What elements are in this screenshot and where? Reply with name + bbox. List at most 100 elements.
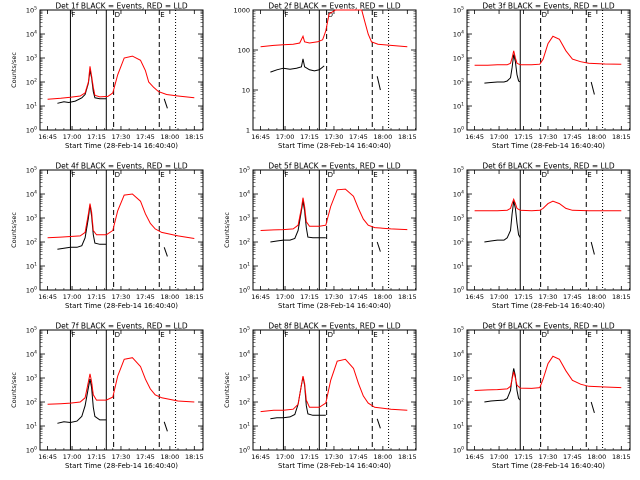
y-axis-label: Counts/sec [10, 52, 18, 88]
event-marker-letter: E [587, 171, 591, 179]
plot-frame [252, 9, 417, 131]
x-tick-label: 17:30 [539, 133, 558, 141]
plot-frame [39, 9, 204, 131]
y-tick-label: 102 [453, 78, 464, 87]
events-rate-line [484, 201, 521, 243]
chart-panel-6: Det 6f BLACK = Events, RED = LLD 16:45 17:… [453, 162, 631, 311]
x-tick-label: 17:00 [490, 293, 509, 301]
x-axis-label: Start Time (28-Feb-14 16:40:40) [65, 302, 178, 310]
y-tick-label: 105 [26, 6, 37, 15]
x-tick-label: 18:00 [587, 133, 606, 141]
y-tick-label: 102 [26, 78, 37, 87]
y-tick-label: 100 [26, 446, 37, 455]
lld-rate-line [474, 197, 622, 212]
events-rate-line [270, 376, 326, 420]
x-tick-label: 17:45 [136, 133, 155, 141]
event-marker-letter: F [71, 331, 75, 339]
y-tick-label: 10 [242, 87, 250, 95]
chart-panel-5: Det 5f BLACK = Events, RED = LLD 16:45 17:… [223, 162, 417, 311]
x-tick-label: 16:45 [38, 293, 57, 301]
y-tick-label: 104 [26, 190, 37, 199]
x-tick-label: 17:30 [112, 453, 131, 461]
y-tick-label: 100 [239, 286, 250, 295]
plot-frame [39, 329, 204, 451]
x-tick-label: 17:00 [276, 293, 295, 301]
x-tick-label: 17:45 [563, 453, 582, 461]
y-tick-label: 105 [453, 326, 464, 335]
y-tick-label: 100 [453, 126, 464, 135]
events-rate-line [484, 368, 521, 403]
chart-title: Det 8f BLACK = Events, RED = LLD [268, 322, 401, 331]
event-marker-letter: F [71, 11, 75, 19]
x-tick-label: 17:15 [87, 453, 106, 461]
y-tick-label: 102 [453, 238, 464, 247]
events-rate-line-tail [376, 418, 381, 429]
x-tick-label: 18:00 [373, 293, 392, 301]
events-rate-line-tail [590, 241, 595, 255]
y-axis-label: Counts/sec [10, 212, 18, 248]
y-tick-label: 101 [26, 422, 37, 431]
y-tick-label: 104 [453, 350, 464, 359]
y-tick-label: 101 [453, 102, 464, 111]
x-tick-label: 18:00 [373, 453, 392, 461]
x-tick-label: 17:45 [563, 293, 582, 301]
chart-panel-2: Det 2f BLACK = Events, RED = LLD 16:45 17:… [233, 2, 416, 151]
lld-rate-line [260, 358, 408, 413]
x-tick-label: 16:45 [38, 453, 57, 461]
x-tick-label: 18:00 [160, 453, 179, 461]
event-marker-letter: E [373, 171, 377, 179]
plot-frame [252, 329, 417, 451]
y-tick-label: 100 [239, 446, 250, 455]
y-tick-label: 103 [453, 214, 464, 223]
lld-rate-line [47, 193, 195, 239]
y-tick-label: 1000 [233, 7, 250, 15]
x-tick-label: 17:45 [136, 293, 155, 301]
x-tick-label: 18:00 [373, 133, 392, 141]
y-tick-label: 104 [453, 190, 464, 199]
x-tick-label: 18:15 [612, 293, 631, 301]
y-tick-label: 101 [239, 262, 250, 271]
x-axis-label: Start Time (28-Feb-14 16:40:40) [278, 142, 391, 150]
y-tick-label: 100 [26, 126, 37, 135]
y-tick-label: 105 [26, 166, 37, 175]
x-tick-label: 17:15 [514, 133, 533, 141]
event-marker-letter: E [160, 331, 164, 339]
plot-frame [466, 169, 631, 291]
x-tick-label: 18:15 [612, 453, 631, 461]
x-tick-label: 17:00 [63, 133, 82, 141]
event-marker-letter: D [115, 331, 120, 339]
y-tick-label: 102 [26, 238, 37, 247]
x-tick-label: 18:00 [587, 453, 606, 461]
x-tick-label: 16:45 [465, 453, 484, 461]
y-tick-label: 102 [453, 398, 464, 407]
events-rate-line [270, 201, 326, 243]
x-tick-label: 17:15 [514, 293, 533, 301]
plot-frame [252, 169, 417, 291]
x-tick-label: 18:15 [398, 133, 417, 141]
plot-frame [466, 329, 631, 451]
x-axis-label: Start Time (28-Feb-14 16:40:40) [278, 462, 391, 470]
y-tick-label: 105 [239, 326, 250, 335]
y-tick-label: 103 [239, 214, 250, 223]
event-marker-letter: E [587, 11, 591, 19]
event-marker-letter: D [542, 11, 547, 19]
chart-panel-4: Det 4f BLACK = Events, RED = LLD 16:45 17:… [10, 162, 204, 311]
x-axis-label: Start Time (28-Feb-14 16:40:40) [492, 142, 605, 150]
chart-title: Det 5f BLACK = Events, RED = LLD [268, 162, 401, 171]
x-tick-label: 18:00 [587, 293, 606, 301]
y-tick-label: 104 [239, 190, 250, 199]
y-tick-label: 101 [239, 422, 250, 431]
y-tick-label: 100 [238, 47, 250, 55]
y-tick-label: 101 [26, 102, 37, 111]
event-marker-letter: D [115, 171, 120, 179]
y-tick-label: 100 [453, 286, 464, 295]
x-tick-label: 17:45 [349, 293, 368, 301]
x-tick-label: 17:30 [325, 293, 344, 301]
y-tick-label: 102 [26, 398, 37, 407]
y-tick-label: 103 [239, 374, 250, 383]
x-tick-label: 18:15 [612, 133, 631, 141]
y-tick-label: 105 [453, 166, 464, 175]
y-tick-label: 103 [453, 374, 464, 383]
chart-panel-3: Det 3f BLACK = Events, RED = LLD 16:45 17:… [453, 2, 631, 151]
